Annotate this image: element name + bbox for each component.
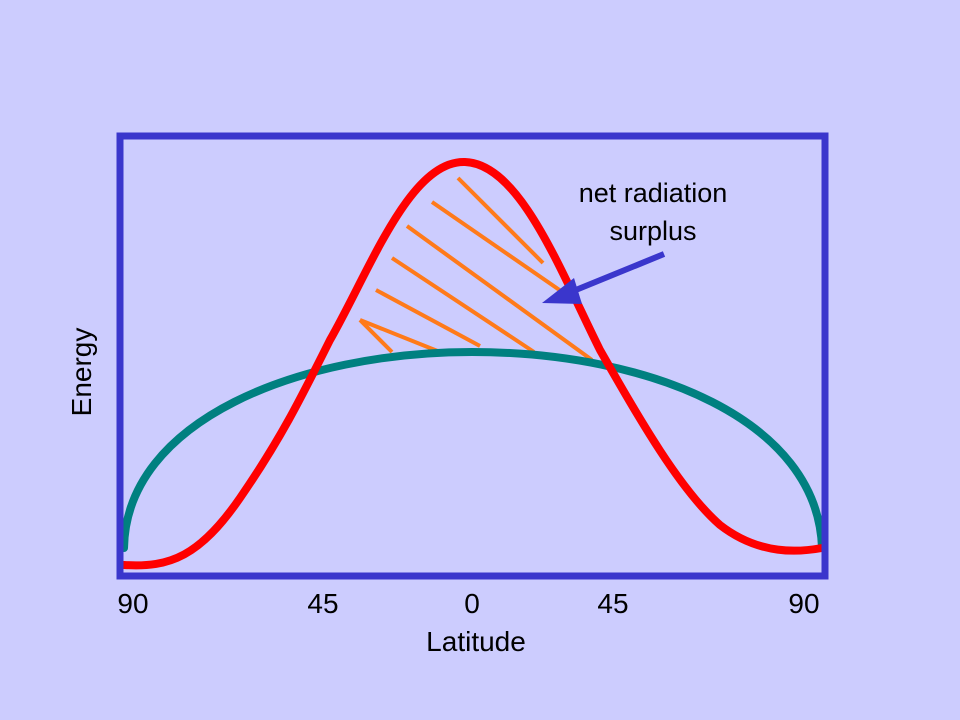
annotation-line-1: net radiation <box>578 178 728 208</box>
hatch-line <box>430 200 576 302</box>
annotation-line-2: surplus <box>609 216 697 246</box>
annotation-arrow <box>542 251 666 304</box>
x-tick-label: 0 <box>464 588 480 619</box>
hatch-line <box>375 288 481 348</box>
hatch-line <box>405 224 594 362</box>
hatch-line <box>390 256 536 354</box>
hatch-line <box>456 176 545 265</box>
x-tick-label: 45 <box>597 588 629 619</box>
hatch-line <box>359 318 441 354</box>
hatch-line <box>358 318 394 354</box>
outgoing-radiation-curve <box>120 347 826 552</box>
x-tick-label: 45 <box>307 588 339 619</box>
x-tick-label: 90 <box>117 588 149 619</box>
incoming-radiation-curve <box>120 157 826 570</box>
plot-frame <box>116 132 829 580</box>
x-axis-label: Latitude <box>426 626 526 657</box>
surplus-annotation: net radiation surplus <box>533 174 773 250</box>
y-axis-label: Energy <box>66 327 97 417</box>
x-tick-label: 90 <box>788 588 820 619</box>
surplus-hatching <box>358 176 594 362</box>
